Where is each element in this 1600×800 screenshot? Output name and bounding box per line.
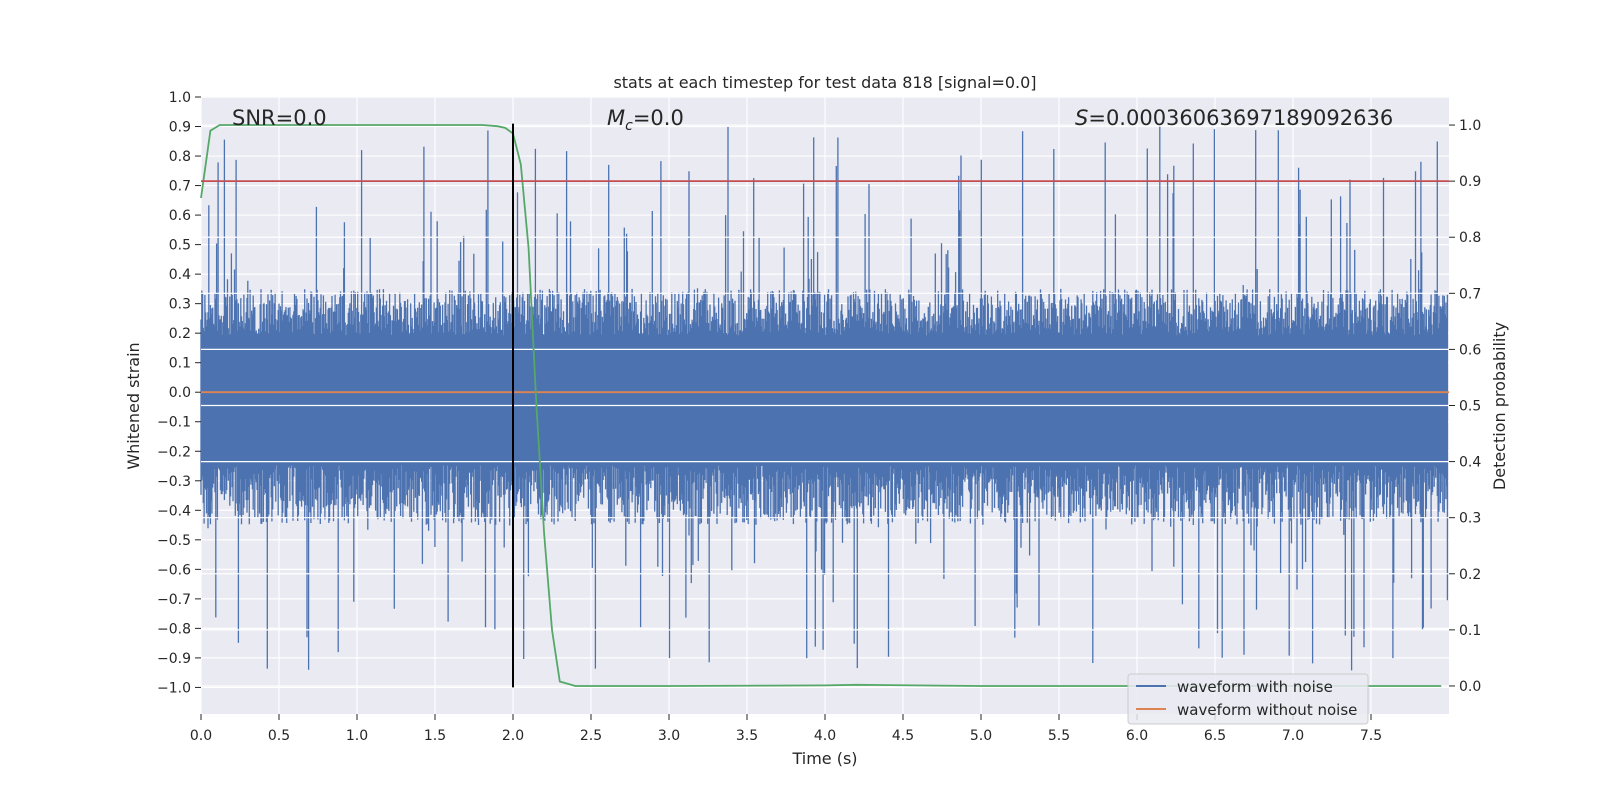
x-tick-label: 3.0 bbox=[658, 728, 680, 744]
y-tick-label-left: 0.5 bbox=[169, 238, 191, 254]
y-tick-label-left: −0.6 bbox=[157, 562, 191, 578]
y-tick-label-left: −0.3 bbox=[157, 474, 191, 490]
x-tick-label: 7.0 bbox=[1282, 728, 1304, 744]
y-tick-label-left: 0.1 bbox=[169, 356, 191, 372]
y-tick-label-left: 0.4 bbox=[169, 267, 191, 283]
y-axis-label-left: Whitened strain bbox=[124, 342, 143, 469]
x-axis-label: Time (s) bbox=[791, 749, 857, 768]
y-tick-label-left: −0.1 bbox=[157, 415, 191, 431]
y-tick-label-right: 0.7 bbox=[1459, 286, 1481, 302]
x-tick-label: 5.0 bbox=[970, 728, 992, 744]
y-tick-label-right: 0.9 bbox=[1459, 174, 1481, 190]
y-tick-label-left: 0.8 bbox=[169, 149, 191, 165]
y-tick-label-right: 0.5 bbox=[1459, 399, 1481, 415]
y-tick-label-left: 0.9 bbox=[169, 120, 191, 136]
y-tick-label-left: −0.7 bbox=[157, 592, 191, 608]
y-tick-label-left: 0.2 bbox=[169, 326, 191, 342]
x-tick-label: 3.5 bbox=[736, 728, 758, 744]
y-tick-label-left: −0.8 bbox=[157, 621, 191, 637]
y-tick-label-left: −1.0 bbox=[157, 680, 191, 696]
y-tick-label-left: −0.5 bbox=[157, 533, 191, 549]
y-tick-label-right: 0.2 bbox=[1459, 567, 1481, 583]
detection-probability-line bbox=[200, 124, 1442, 687]
y-tick-label-right: 0.8 bbox=[1459, 230, 1481, 246]
series-lines bbox=[200, 123, 1449, 688]
y-tick-label-left: 0.0 bbox=[169, 385, 191, 401]
x-tick-label: 7.5 bbox=[1360, 728, 1382, 744]
x-tick-label: 1.5 bbox=[424, 728, 446, 744]
y-tick-label-right: 0.4 bbox=[1459, 455, 1481, 471]
x-tick-label: 0.0 bbox=[190, 728, 212, 744]
legend-box bbox=[1127, 673, 1369, 725]
y-tick-label-left: −0.9 bbox=[157, 651, 191, 667]
y-tick-label-right: 0.0 bbox=[1459, 679, 1481, 695]
legend-label-clean: waveform without noise bbox=[1177, 701, 1357, 719]
x-tick-label: 5.5 bbox=[1048, 728, 1070, 744]
y-tick-label-left: 0.7 bbox=[169, 179, 191, 195]
x-tick-label: 6.0 bbox=[1126, 728, 1148, 744]
x-tick-label: 1.0 bbox=[346, 728, 368, 744]
y-tick-label-right: 1.0 bbox=[1459, 118, 1481, 134]
y-tick-label-right: 0.3 bbox=[1459, 511, 1481, 527]
chart-title: stats at each timestep for test data 818… bbox=[613, 73, 1036, 92]
y-tick-label-right: 0.1 bbox=[1459, 623, 1481, 639]
y-tick-label-left: 0.6 bbox=[169, 208, 191, 224]
legend-label-noisy: waveform with noise bbox=[1177, 678, 1333, 696]
x-tick-label: 4.5 bbox=[892, 728, 914, 744]
legend: waveform with noise waveform without noi… bbox=[1127, 673, 1369, 725]
chirp-mass-annotation: Mc=0.0 bbox=[607, 106, 684, 134]
x-axis: 0.0 0.5 1.0 1.5 2.0 2.5 3.0 3.5 4.0 4.5 5.0 5.5 6.0 6… bbox=[190, 714, 1382, 744]
y-tick-label-left: −0.2 bbox=[157, 444, 191, 460]
y-tick-label-left: 1.0 bbox=[169, 90, 191, 106]
score-annotation: S=0.0003606369718909263​6 bbox=[1075, 106, 1393, 130]
y-tick-label-right: 0.6 bbox=[1459, 342, 1481, 358]
y-tick-label-left: 0.3 bbox=[169, 297, 191, 313]
snr-annotation: SNR=0.0 bbox=[232, 106, 327, 130]
x-tick-label: 6.5 bbox=[1204, 728, 1226, 744]
x-tick-label: 0.5 bbox=[268, 728, 290, 744]
right-axis: 1.0 0.9 0.8 0.7 0.6 0.5 0.4 0.3 0.2 0.1 0.0 bbox=[1449, 118, 1481, 695]
x-tick-label: 2.5 bbox=[580, 728, 602, 744]
x-tick-label: 4.0 bbox=[814, 728, 836, 744]
x-tick-label: 2.0 bbox=[502, 728, 524, 744]
y-axis-label-right: Detection probability bbox=[1490, 322, 1509, 490]
noisy-waveform-trace bbox=[200, 126, 1449, 671]
y-tick-label-left: −0.4 bbox=[157, 503, 191, 519]
left-axis: 1.0 0.9 0.8 0.7 0.6 0.5 0.4 0.3 0.2 0.1 0.0 −0.1 −0.… bbox=[157, 90, 201, 696]
